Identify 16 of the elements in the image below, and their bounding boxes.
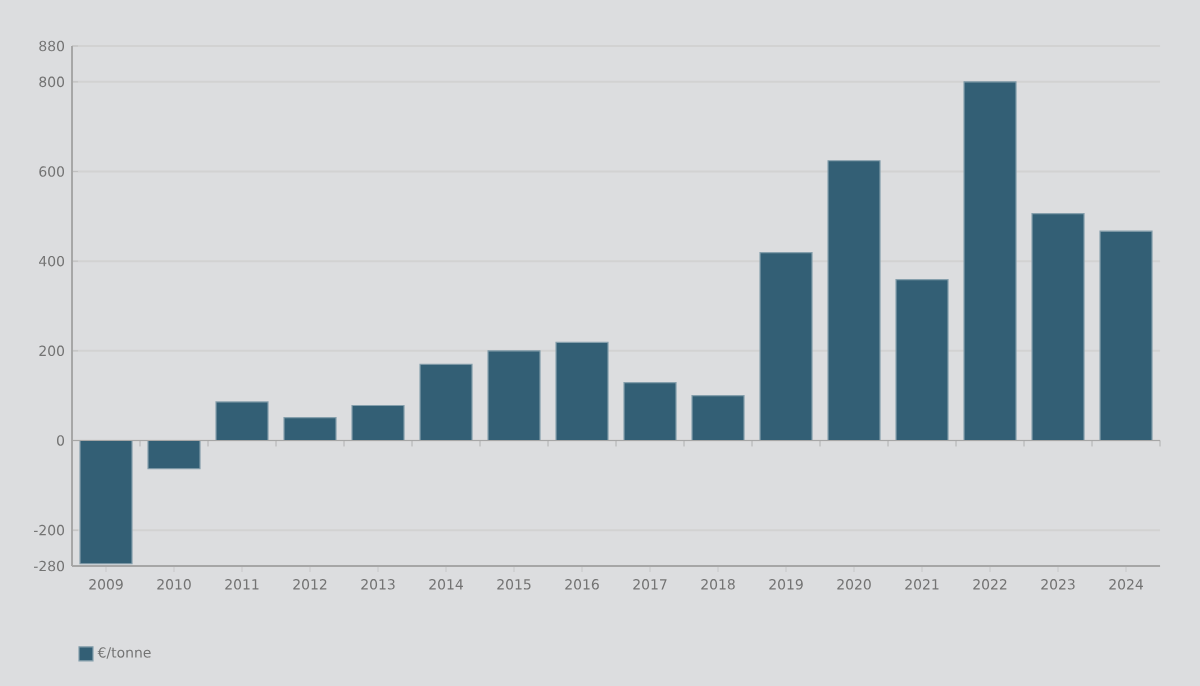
bar [351, 404, 405, 442]
bar [759, 252, 813, 442]
bar [487, 350, 541, 442]
bar [215, 401, 269, 442]
bar [79, 439, 133, 565]
bar [827, 160, 881, 442]
bar [963, 81, 1017, 442]
bar [691, 395, 745, 442]
bar [555, 341, 609, 442]
bar [419, 363, 473, 442]
bar [147, 439, 201, 470]
bar [895, 278, 949, 442]
bar [1099, 230, 1153, 442]
bar [623, 382, 677, 442]
bar [1031, 213, 1085, 442]
bar [283, 417, 337, 442]
